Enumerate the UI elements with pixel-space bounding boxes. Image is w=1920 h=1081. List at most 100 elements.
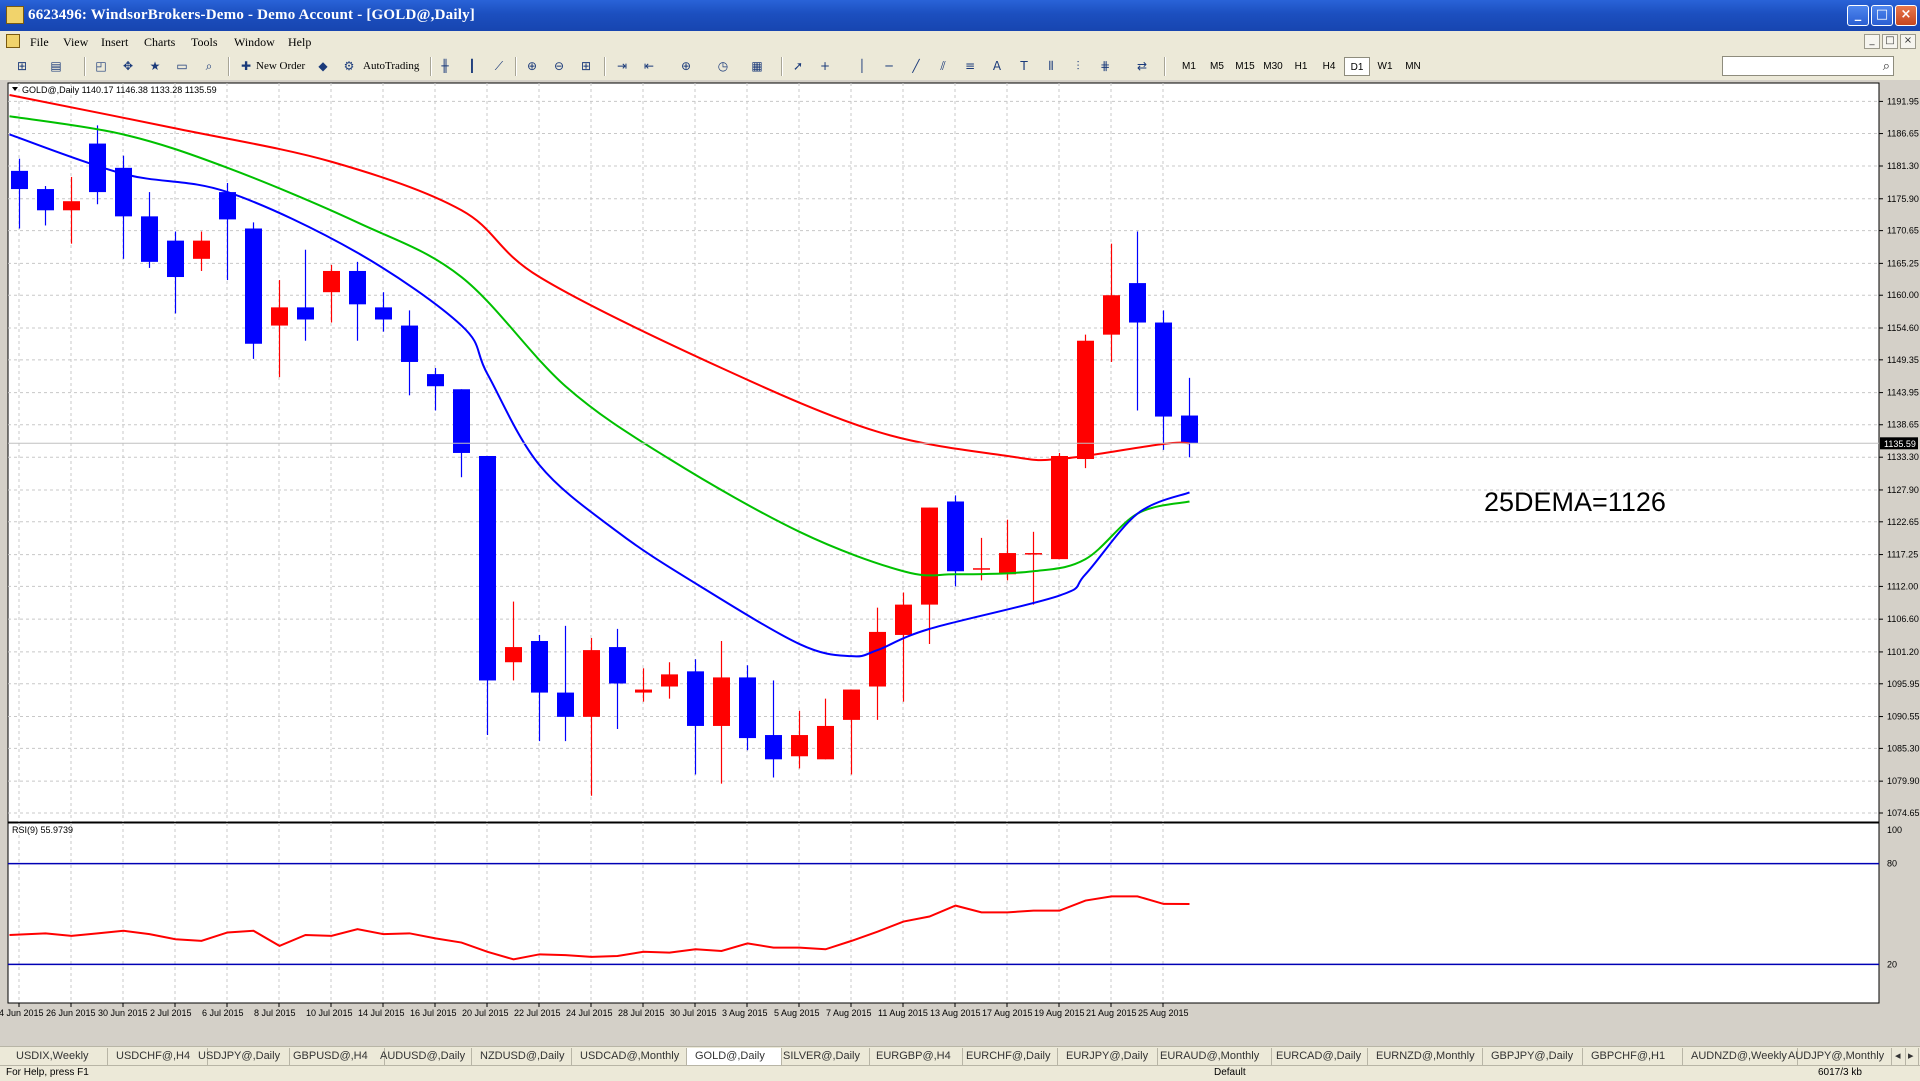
zoom-in-icon[interactable]: ⊕ [526, 59, 538, 73]
arrows-icon[interactable]: ⇄ [1136, 59, 1148, 73]
maximize-button[interactable]: □ [1871, 5, 1893, 26]
fib-arcs-icon[interactable]: ⋕ [1099, 59, 1111, 73]
chart-annotation[interactable]: 25DEMA=1126 [1484, 487, 1666, 517]
tab-audusd-daily[interactable]: AUDUSD@,Daily [372, 1048, 472, 1065]
metaeditor-icon[interactable]: ◆ [318, 59, 328, 73]
tab-eurgbp-h4[interactable]: EURGBP@,H4 [868, 1048, 963, 1065]
horizontal-line-icon[interactable]: ─ [885, 59, 893, 73]
date-tick-label: 28 Jul 2015 [618, 1008, 665, 1018]
timeframe-m30[interactable]: M30 [1263, 61, 1283, 72]
templates-icon[interactable]: ▦ [751, 59, 763, 73]
candle-body [739, 677, 756, 739]
chart-shift-icon[interactable]: ⇤ [643, 59, 655, 73]
candle-body [869, 631, 886, 687]
gann-icon[interactable]: ⦀ [1048, 59, 1054, 73]
timeframe-m15[interactable]: M15 [1235, 61, 1255, 72]
menu-window[interactable]: Window [234, 35, 275, 49]
new-order-icon[interactable]: ✚ [240, 59, 252, 73]
new-chart-icon[interactable]: ⊞ [16, 59, 28, 73]
candle-body [323, 270, 340, 293]
menu-help[interactable]: Help [288, 35, 312, 49]
autotrading-icon[interactable]: ⚙ [343, 59, 355, 73]
tab-silver-daily[interactable]: SILVER@,Daily [775, 1048, 870, 1065]
child-minimize-button[interactable]: _ [1864, 34, 1880, 49]
tab-scroll-right-icon[interactable]: ▸ [1906, 1048, 1919, 1065]
chart-menu-triangle-icon[interactable] [12, 87, 18, 91]
tab-audnzd-weekly[interactable]: AUDNZD@,Weekly [1683, 1048, 1798, 1065]
search-input[interactable]: ⌕ [1722, 56, 1894, 76]
zoom-out-icon[interactable]: ⊖ [553, 59, 565, 73]
channel-icon[interactable]: ⫽ [940, 59, 946, 73]
profiles-icon[interactable]: ▤ [50, 59, 62, 73]
tab-usdjpy-daily[interactable]: USDJPY@,Daily [190, 1048, 290, 1065]
tile-windows-icon[interactable]: ⊞ [580, 59, 592, 73]
date-tick-label: 25 Aug 2015 [1138, 1008, 1189, 1018]
tab-gbpchf-h1[interactable]: GBPCHF@,H1 [1583, 1048, 1683, 1065]
tab-euraud-monthly[interactable]: EURAUD@,Monthly [1152, 1048, 1272, 1065]
menu-bar: File View Insert Charts Tools Window Hel… [0, 31, 1920, 54]
tab-audjpy-monthly[interactable]: AUDJPY@,Monthly [1780, 1048, 1892, 1065]
menu-file[interactable]: File [30, 35, 49, 49]
tab-eurcad-daily[interactable]: EURCAD@,Daily [1268, 1048, 1368, 1065]
periods-icon[interactable]: ◷ [717, 59, 729, 73]
tab-scroll-left-icon[interactable]: ◂ [1893, 1048, 1906, 1065]
timeframe-w1[interactable]: W1 [1377, 61, 1393, 72]
menu-charts[interactable]: Charts [144, 35, 176, 49]
market-watch-icon[interactable]: ◰ [95, 59, 107, 73]
new-order-button[interactable]: New Order [256, 60, 306, 72]
tab-usdix-weekly[interactable]: USDIX,Weekly [8, 1048, 108, 1065]
fib-fan-icon[interactable]: ⫶ [1076, 59, 1080, 73]
chart-window: 1191.95 1186.65 1181.30 1175.90 1170.65 1165.… [0, 80, 1920, 1046]
timeframe-mn[interactable]: MN [1405, 61, 1421, 72]
timeframe-m5[interactable]: M5 [1210, 61, 1224, 72]
tab-eurjpy-daily[interactable]: EURJPY@,Daily [1058, 1048, 1158, 1065]
autotrading-button[interactable]: AutoTrading [363, 60, 420, 72]
chart-svg[interactable]: 1191.95 1186.65 1181.30 1175.90 1170.65 1165.… [0, 80, 1920, 1046]
auto-scroll-icon[interactable]: ⇥ [616, 59, 628, 73]
timeframe-h1[interactable]: H1 [1294, 61, 1308, 72]
menu-view[interactable]: View [63, 35, 89, 49]
crosshair-icon[interactable]: + [819, 59, 831, 73]
terminal-icon[interactable]: ▭ [176, 59, 188, 73]
tab-usdcad-monthly[interactable]: USDCAD@,Monthly [572, 1048, 687, 1065]
menu-insert[interactable]: Insert [101, 35, 129, 49]
timeframe-m1[interactable]: M1 [1182, 61, 1196, 72]
candle-body [895, 604, 912, 635]
candlestick-icon[interactable]: ┃ [468, 59, 476, 73]
cursor-icon[interactable]: ➚ [792, 59, 804, 73]
strategy-tester-icon[interactable]: ⌕ [205, 59, 213, 73]
timeframe-d1[interactable]: D1 [1344, 57, 1370, 76]
vertical-line-icon[interactable]: │ [858, 59, 866, 73]
navigator-icon[interactable]: ★ [149, 59, 161, 73]
close-button[interactable]: × [1895, 5, 1917, 26]
indicators-icon[interactable]: ⊕ [680, 59, 692, 73]
text-label-icon[interactable]: T [1020, 59, 1028, 73]
candle-body [141, 216, 158, 262]
search-icon[interactable]: ⌕ [1882, 58, 1890, 73]
date-tick-label: 11 Aug 2015 [878, 1008, 928, 1018]
tab-gbpjpy-daily[interactable]: GBPJPY@,Daily [1483, 1048, 1583, 1065]
tab-gbpusd-h4[interactable]: GBPUSD@,H4 [285, 1048, 385, 1065]
tab-gold-daily[interactable]: GOLD@,Daily [687, 1048, 782, 1065]
child-close-button[interactable]: × [1900, 34, 1916, 49]
candle-body [1155, 322, 1172, 417]
bar-chart-icon[interactable]: ╫ [441, 59, 449, 73]
child-restore-button[interactable]: □ [1882, 34, 1898, 49]
menu-tools[interactable]: Tools [191, 35, 218, 49]
chart-window-icon[interactable] [6, 34, 20, 48]
trendline-icon[interactable]: ╱ [912, 59, 920, 73]
rsi-header: RSI(9) 55.9739 [12, 825, 73, 835]
fibonacci-icon[interactable]: ≡ [964, 59, 976, 73]
price-tick-label: 1181.30 [1887, 161, 1919, 171]
line-chart-icon[interactable]: ⟋ [494, 59, 504, 73]
timeframe-h4[interactable]: H4 [1322, 61, 1336, 72]
data-window-icon[interactable]: ✥ [122, 59, 134, 73]
tab-usdchf-h4[interactable]: USDCHF@,H4 [108, 1048, 208, 1065]
tab-eurchf-daily[interactable]: EURCHF@,Daily [958, 1048, 1058, 1065]
tab-nzdusd-daily[interactable]: NZDUSD@,Daily [472, 1048, 572, 1065]
minimize-button[interactable]: _ [1847, 5, 1869, 26]
date-tick-label: 5 Aug 2015 [774, 1008, 820, 1018]
price-tick-label: 1186.65 [1887, 129, 1919, 139]
text-tool-icon[interactable]: A [992, 59, 1002, 73]
tab-eurnzd-monthly[interactable]: EURNZD@,Monthly [1368, 1048, 1483, 1065]
